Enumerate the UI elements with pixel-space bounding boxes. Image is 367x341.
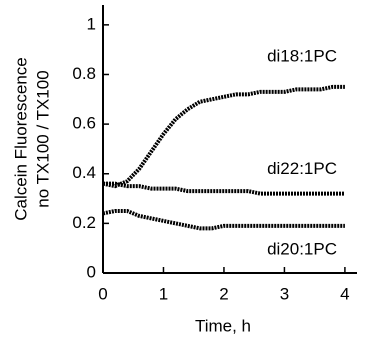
series-line [102,84,345,189]
y-tick-label: 0 [87,262,96,281]
y-axis-label: no TX100 / TX100 [33,70,52,207]
y-tick-label: 0.4 [72,163,96,182]
series-line [103,181,345,196]
series-label: di18:1PC [267,46,337,65]
series-label: di20:1PC [267,239,337,258]
y-axis-label: Calcein Fluorescence [11,57,30,220]
x-tick-label: 2 [219,284,228,303]
x-tick-label: 0 [98,284,107,303]
y-tick-label: 0.6 [72,114,96,133]
y-tick-label: 1 [87,14,96,33]
series-label: di22:1PC [267,159,337,178]
y-tick-label: 0.8 [72,64,96,83]
y-tick-label: 0.2 [72,213,96,232]
series-line [102,208,345,231]
x-axis-label: Time, h [195,316,251,335]
x-tick-label: 4 [340,284,349,303]
x-tick-label: 1 [159,284,168,303]
x-tick-label: 3 [280,284,289,303]
